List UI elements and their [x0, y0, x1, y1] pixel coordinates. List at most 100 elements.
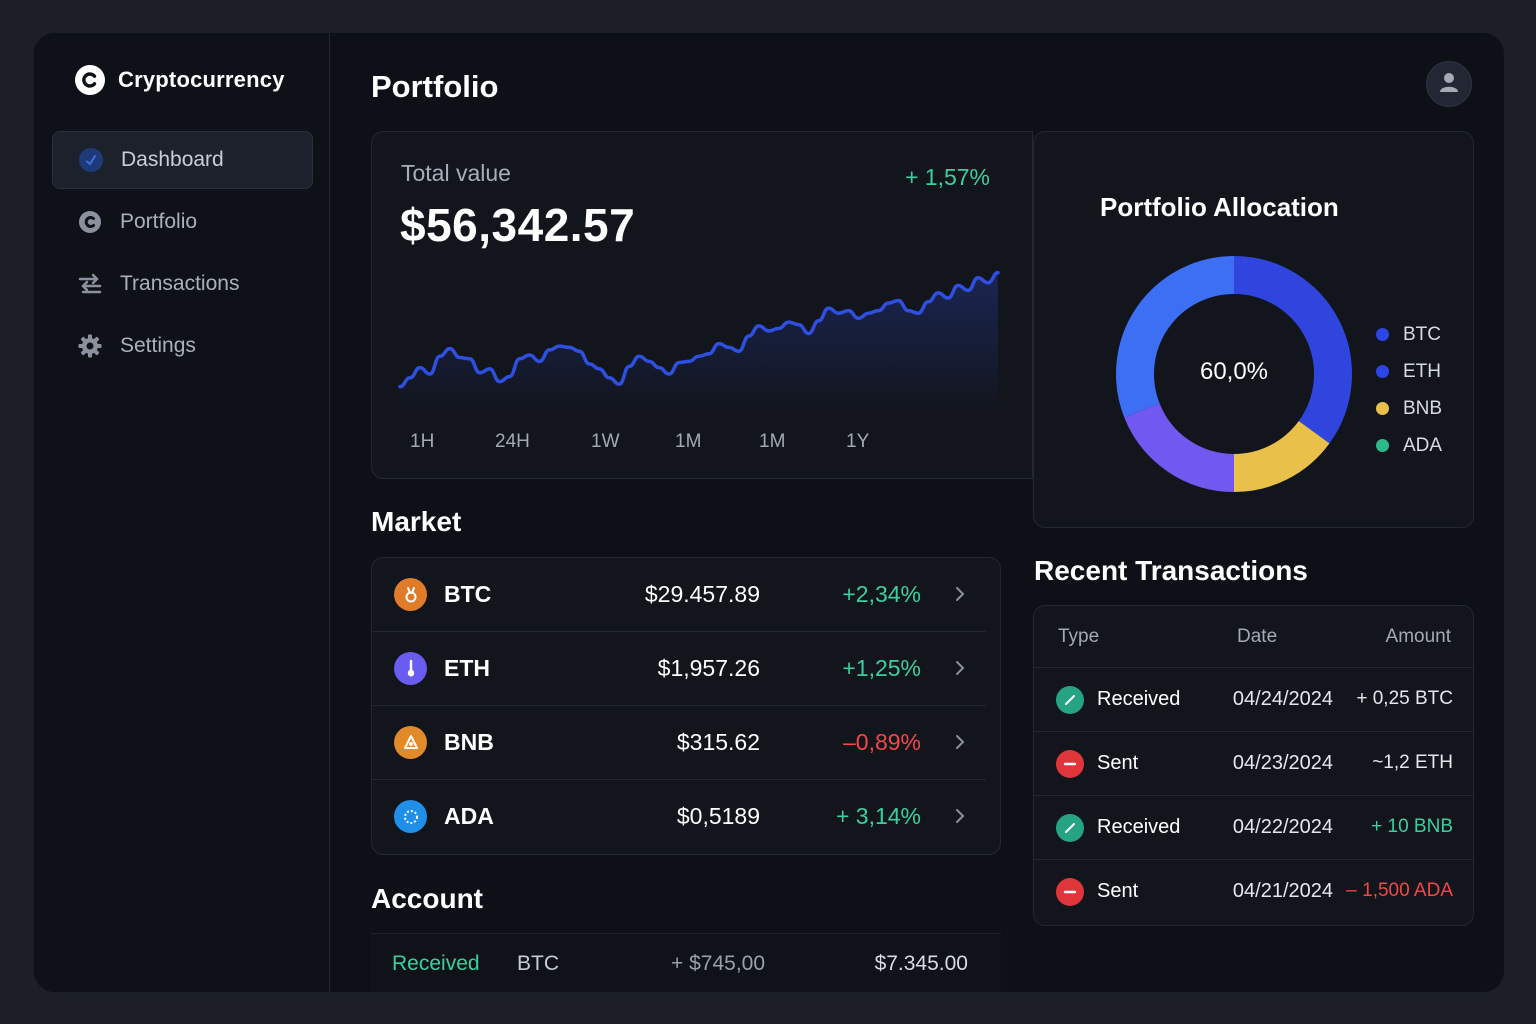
table-row[interactable]: Received 04/22/2024 + 10 BNB [1034, 796, 1473, 860]
transactions-icon [76, 270, 104, 298]
coin-symbol: ADA [444, 803, 494, 829]
market-row-ada[interactable]: ADA $0,5189 + 3,14% [372, 780, 986, 854]
portfolio-icon [76, 208, 104, 236]
portfolio-allocation-card: Portfolio Allocation 60,0% BTC ETH BNB [1033, 131, 1474, 528]
sent-icon [1056, 878, 1084, 906]
donut-segment-btc [1233, 256, 1352, 444]
legend-dot [1376, 365, 1389, 378]
market-row-bnb[interactable]: BNB $315.62 –0,89% [372, 706, 986, 780]
eth-icon [394, 652, 427, 685]
range-1y[interactable]: 1Y [846, 431, 870, 452]
sidebar-nav: Dashboard Portfolio Transactions Setting… [52, 131, 313, 379]
legend-item-ada: ADA [1376, 427, 1442, 464]
btc-icon [394, 578, 427, 611]
chevron-right-icon [954, 659, 966, 682]
donut-segment-bnb [1233, 420, 1330, 492]
legend-item-bnb: BNB [1376, 390, 1442, 427]
account-row[interactable]: Received BTC + $745,00 $7.345.00 [371, 933, 1001, 992]
account-type: Received [392, 952, 480, 975]
portfolio-value-chart [398, 270, 1000, 412]
coin-price: $29.457.89 [644, 581, 760, 607]
transactions-title: Recent Transactions [1034, 555, 1308, 586]
total-value-change: + 1,57% [904, 164, 990, 190]
market-row-eth[interactable]: ETH $1,957.26 +1,25% [372, 632, 986, 706]
range-1m-alt[interactable]: 1M [759, 431, 786, 452]
column-header-date: Date [1237, 626, 1278, 647]
tx-amount: – 1,500 ADA [1346, 880, 1453, 901]
check-circle-icon [77, 146, 105, 174]
avatar[interactable] [1426, 61, 1472, 107]
legend-dot [1376, 328, 1389, 341]
legend-label: BTC [1403, 323, 1441, 345]
allocation-donut-chart [1116, 256, 1352, 492]
chart-series-line [398, 270, 1000, 389]
legend-item-btc: BTC [1376, 316, 1442, 353]
legend-dot [1376, 439, 1389, 452]
brand[interactable]: Cryptocurrency [75, 65, 285, 95]
total-value-label: Total value [401, 160, 511, 186]
coin-symbol: BTC [444, 581, 492, 607]
range-1h[interactable]: 1H [410, 431, 435, 452]
coin-change: –0,89% [842, 729, 921, 755]
coin-price: $1,957.26 [657, 655, 760, 681]
table-row[interactable]: Sent 04/21/2024 – 1,500 ADA [1034, 860, 1473, 924]
account-title: Account [371, 883, 483, 914]
legend-label: ADA [1403, 434, 1443, 456]
table-row[interactable]: Received 04/24/2024 + 0,25 BTC [1034, 668, 1473, 732]
sidebar-item-settings[interactable]: Settings [52, 317, 313, 375]
legend-item-eth: ETH [1376, 353, 1442, 390]
app-title: Cryptocurrency [118, 67, 285, 92]
chart-area-fill [400, 272, 998, 412]
sidebar-item-label: Transactions [120, 272, 240, 295]
allocation-center-label: 60,0% [1199, 358, 1269, 385]
range-24h[interactable]: 24H [495, 431, 530, 452]
tx-type: Received [1097, 688, 1181, 710]
market-title: Market [371, 506, 462, 537]
tx-amount: ~1,2 ETH [1372, 752, 1453, 773]
donut-segment-eth-violet [1124, 402, 1235, 492]
sidebar-item-dashboard[interactable]: Dashboard [52, 131, 313, 189]
coin-symbol: BNB [444, 729, 494, 755]
tx-type: Received [1097, 816, 1181, 838]
transactions-table: Type Date Amount Received 04/24/2024 + 0… [1033, 605, 1474, 926]
received-icon [1056, 814, 1084, 842]
main-content: Portfolio Total value $56,342.57 + 1,57% [331, 33, 1504, 992]
bnb-icon [394, 726, 427, 759]
chevron-right-icon [954, 807, 966, 830]
legend-label: ETH [1403, 360, 1441, 382]
allocation-legend: BTC ETH BNB ADA [1376, 316, 1442, 464]
coin-price: $315.62 [676, 729, 760, 755]
sidebar-item-label: Settings [120, 334, 196, 357]
time-range-selector: 1H 24H 1W 1M 1M 1Y [398, 431, 918, 457]
market-list: BTC $29.457.89 +2,34% ETH $1,957.26 +1,2… [371, 557, 1001, 855]
allocation-title: Portfolio Allocation [1100, 192, 1339, 222]
sidebar-item-label: Portfolio [120, 210, 198, 233]
range-1w[interactable]: 1W [591, 431, 620, 452]
page-title: Portfolio [371, 69, 499, 104]
tx-date: 04/24/2024 [1232, 688, 1333, 710]
column-header-amount: Amount [1385, 626, 1451, 647]
coin-change: +2,34% [842, 581, 921, 607]
sidebar-item-portfolio[interactable]: Portfolio [52, 193, 313, 251]
table-row[interactable]: Sent 04/23/2024 ~1,2 ETH [1034, 732, 1473, 796]
market-row-btc[interactable]: BTC $29.457.89 +2,34% [372, 558, 986, 632]
sidebar-item-transactions[interactable]: Transactions [52, 255, 313, 313]
ada-icon [394, 800, 427, 833]
tx-amount: + 10 BNB [1371, 816, 1453, 837]
range-1m[interactable]: 1M [675, 431, 702, 452]
sidebar-item-label: Dashboard [121, 148, 224, 171]
account-total: $7.345.00 [874, 952, 968, 975]
tx-type: Sent [1097, 752, 1139, 774]
account-coin: BTC [517, 952, 559, 975]
app-window: Cryptocurrency Dashboard Portfolio Trans… [33, 32, 1505, 993]
coin-price: $0,5189 [676, 803, 760, 829]
chevron-right-icon [954, 733, 966, 756]
total-value-amount: $56,342.57 [400, 199, 636, 251]
received-icon [1056, 686, 1084, 714]
coin-change: +1,25% [842, 655, 921, 681]
brand-logo-icon [75, 65, 105, 95]
sidebar: Cryptocurrency Dashboard Portfolio Trans… [34, 33, 330, 992]
donut-segment-eth [1116, 256, 1235, 418]
tx-date: 04/22/2024 [1232, 816, 1333, 838]
coin-symbol: ETH [444, 655, 490, 681]
